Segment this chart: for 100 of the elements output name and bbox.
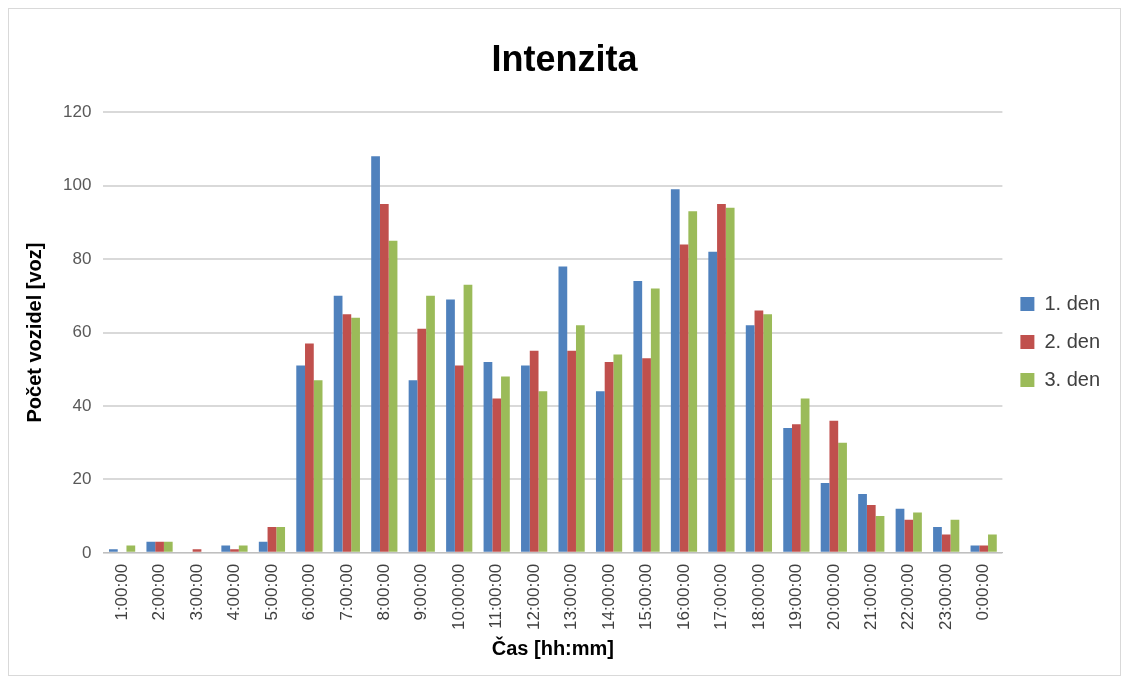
bar <box>126 545 136 552</box>
bar <box>192 549 202 552</box>
x-tick-label: 4:00:00 <box>224 563 244 621</box>
bar <box>575 325 585 552</box>
x-tick-label: 0:00:00 <box>973 563 993 621</box>
legend-label: 1. den <box>1044 291 1100 314</box>
y-tick-label: 60 <box>72 322 92 342</box>
bar <box>895 508 905 552</box>
y-axis-title: Počet vozidel [voz] <box>22 242 45 423</box>
bar <box>941 534 951 552</box>
bar <box>670 189 680 552</box>
bar <box>633 281 643 552</box>
x-tick-label: 22:00:00 <box>898 563 918 631</box>
bar <box>642 358 651 552</box>
bar <box>313 380 323 552</box>
bar <box>446 299 455 552</box>
bar <box>371 156 380 552</box>
bar <box>708 251 718 552</box>
bar <box>745 325 755 552</box>
bar <box>829 420 839 552</box>
bar <box>521 365 530 552</box>
bar <box>679 244 689 552</box>
bar <box>426 295 435 552</box>
bar <box>970 545 980 552</box>
bar <box>483 361 493 552</box>
y-tick-label: 80 <box>72 248 92 268</box>
y-tick-label: 0 <box>81 542 92 562</box>
bar <box>820 483 830 552</box>
x-tick-label: 7:00:00 <box>336 563 356 621</box>
bar <box>595 391 605 552</box>
legend-label: 3. den <box>1044 367 1100 390</box>
bar <box>567 350 576 552</box>
x-tick-label: 12:00:00 <box>523 563 543 631</box>
bar <box>492 398 502 552</box>
bar <box>838 442 847 552</box>
legend-label: 2. den <box>1044 329 1100 352</box>
x-tick-label: 11:00:00 <box>486 563 506 629</box>
bar <box>305 343 314 552</box>
bar <box>604 361 614 552</box>
x-tick-label: 15:00:00 <box>636 563 656 631</box>
bar <box>792 424 801 552</box>
bar <box>388 240 398 552</box>
x-tick-label: 23:00:00 <box>935 563 955 631</box>
bar <box>379 204 389 552</box>
bar <box>463 284 473 552</box>
x-tick-label: 9:00:00 <box>411 563 431 621</box>
bar <box>613 354 623 552</box>
bar <box>221 545 231 552</box>
bar <box>875 516 885 552</box>
bar <box>146 541 156 552</box>
bar <box>258 541 268 552</box>
x-tick-label: 6:00:00 <box>299 563 319 621</box>
y-tick-label: 100 <box>62 175 92 195</box>
bar <box>342 314 352 552</box>
bar <box>333 295 343 552</box>
bar <box>155 541 164 552</box>
bar <box>800 398 810 552</box>
x-tick-label: 18:00:00 <box>748 563 768 631</box>
x-tick-label: 10:00:00 <box>448 563 468 631</box>
bar <box>866 505 876 552</box>
x-tick-label: 8:00:00 <box>374 563 393 621</box>
bar <box>688 211 698 552</box>
x-tick-label: 2:00:00 <box>149 563 169 621</box>
bar <box>913 512 922 552</box>
bar <box>163 541 173 552</box>
y-tick-label: 40 <box>72 395 92 415</box>
x-tick-label: 5:00:00 <box>261 563 281 621</box>
x-tick-label: 20:00:00 <box>823 563 843 631</box>
bar <box>351 317 360 552</box>
bar <box>529 350 539 552</box>
bar <box>763 314 773 552</box>
x-tick-label: 17:00:00 <box>711 563 731 631</box>
y-tick-label: 120 <box>62 101 92 121</box>
bar <box>108 549 118 552</box>
bar <box>230 549 239 552</box>
bar <box>538 391 548 552</box>
bar <box>650 288 660 552</box>
chart-title: Intenzita <box>491 37 639 79</box>
bar <box>754 310 764 552</box>
bar <box>904 519 914 552</box>
bar <box>979 545 989 552</box>
bar <box>717 204 726 552</box>
x-tick-label: 14:00:00 <box>598 563 618 631</box>
bar <box>238 545 248 552</box>
bar <box>933 527 942 552</box>
x-tick-label: 16:00:00 <box>673 563 693 631</box>
bar <box>454 365 464 552</box>
x-tick-label: 13:00:00 <box>561 563 581 631</box>
bar <box>276 527 286 552</box>
x-tick-label: 1:00:00 <box>111 563 131 621</box>
x-axis-title: Čas [hh:mm] <box>491 635 614 659</box>
bar <box>501 376 510 552</box>
bar <box>858 494 867 552</box>
bar <box>725 207 735 552</box>
x-tick-label: 21:00:00 <box>860 563 880 631</box>
bar <box>783 427 792 552</box>
x-tick-label: 19:00:00 <box>786 563 806 631</box>
bar <box>558 266 568 552</box>
bar <box>408 380 418 552</box>
bar <box>417 328 427 552</box>
